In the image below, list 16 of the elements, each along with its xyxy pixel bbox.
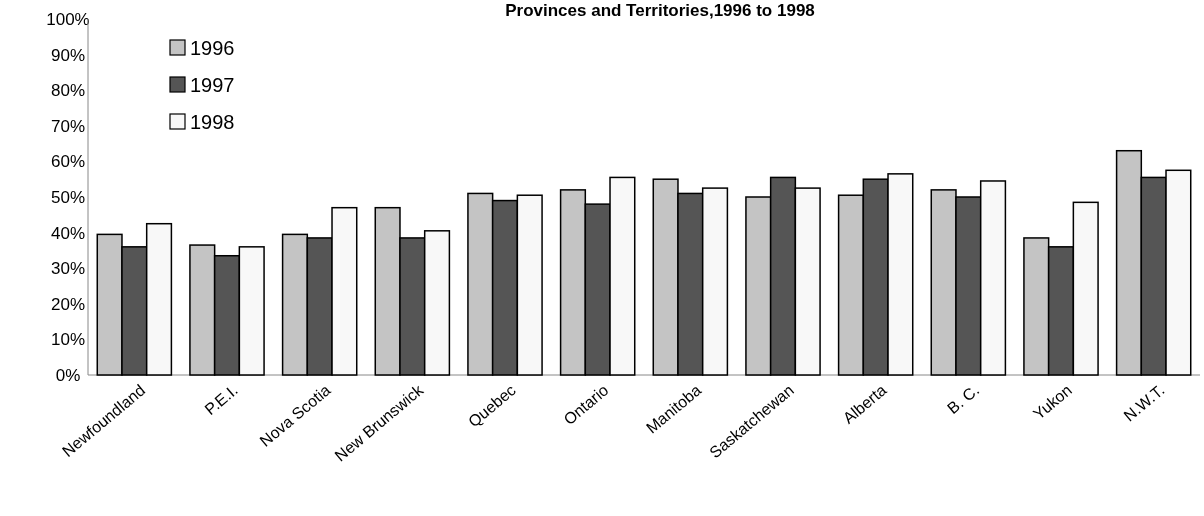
- y-tick-label: 0%: [55, 365, 81, 385]
- legend-label: 1998: [190, 111, 235, 133]
- y-tick-label: 60%: [50, 152, 86, 172]
- y-tick-label: 20%: [50, 294, 86, 314]
- y-tick-label: 50%: [50, 187, 86, 207]
- y-tick-label: 30%: [50, 259, 86, 279]
- legend-label: 1997: [190, 74, 235, 96]
- legend-label: 1996: [190, 37, 235, 59]
- y-tick-label: 90%: [50, 45, 86, 65]
- x-tick-label: B. C.: [944, 381, 983, 418]
- y-tick-label: 80%: [50, 81, 86, 101]
- y-tick-label: 40%: [50, 223, 86, 243]
- y-tick-label: 70%: [50, 116, 86, 136]
- y-tick-label: 10%: [50, 330, 86, 350]
- y-tick-label: 100%: [46, 9, 90, 29]
- chart-title: Provinces and Territories,1996 to 1998: [505, 1, 815, 20]
